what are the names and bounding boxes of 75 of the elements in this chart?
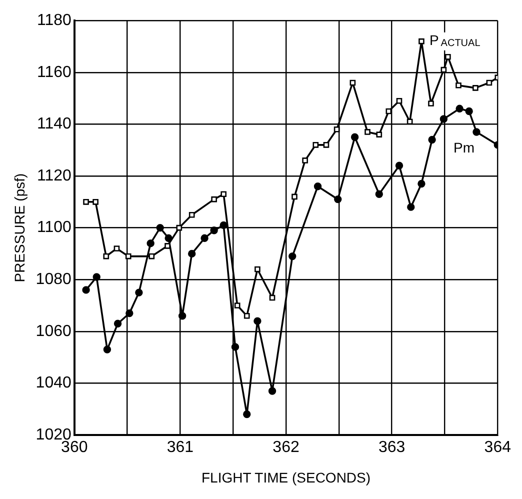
point bbox=[254, 266, 260, 272]
point bbox=[114, 246, 120, 252]
point bbox=[428, 100, 434, 106]
point bbox=[302, 158, 308, 164]
point bbox=[486, 80, 492, 86]
x-tick-label: 362 bbox=[272, 439, 300, 456]
point bbox=[178, 312, 186, 320]
point bbox=[364, 129, 370, 135]
point bbox=[211, 196, 217, 202]
point bbox=[103, 346, 112, 354]
point bbox=[350, 80, 356, 86]
x-tick-label: 361 bbox=[166, 439, 194, 456]
point bbox=[456, 82, 462, 88]
point bbox=[254, 317, 262, 325]
point bbox=[472, 128, 480, 136]
point bbox=[125, 253, 132, 260]
point bbox=[418, 38, 424, 44]
point bbox=[314, 182, 322, 190]
point bbox=[103, 253, 110, 260]
point bbox=[146, 239, 154, 248]
y-tick-label: 1140 bbox=[36, 116, 72, 133]
point bbox=[269, 294, 276, 301]
x-axis-title: FLIGHT TIME (SECONDS) bbox=[201, 469, 371, 486]
point bbox=[456, 104, 464, 113]
y-tick-label: 1040 bbox=[36, 374, 72, 392]
point bbox=[334, 126, 340, 132]
point bbox=[114, 320, 122, 328]
point bbox=[176, 224, 182, 231]
point bbox=[188, 212, 195, 218]
point bbox=[445, 54, 451, 60]
point bbox=[288, 252, 296, 260]
point bbox=[440, 115, 448, 123]
point bbox=[83, 198, 89, 205]
point bbox=[350, 133, 359, 141]
point bbox=[234, 302, 240, 308]
x-tick-label: 364 bbox=[484, 439, 512, 456]
point bbox=[148, 253, 155, 260]
point bbox=[243, 410, 251, 418]
point bbox=[334, 195, 342, 204]
point bbox=[396, 98, 402, 104]
point bbox=[244, 312, 250, 319]
point bbox=[428, 136, 436, 144]
point bbox=[188, 250, 196, 258]
point bbox=[465, 107, 473, 116]
y-tick-label: 1100 bbox=[36, 219, 72, 236]
y-tick-label: 1120 bbox=[36, 167, 72, 184]
point bbox=[164, 243, 170, 249]
y-tick-label: 1080 bbox=[36, 271, 72, 288]
point bbox=[220, 221, 228, 230]
y-axis-title: PRESSURE (psf) bbox=[11, 173, 28, 282]
point bbox=[210, 226, 218, 234]
point bbox=[472, 85, 478, 91]
point bbox=[231, 343, 240, 351]
point bbox=[220, 191, 227, 198]
series-label: Pm bbox=[454, 140, 475, 156]
point bbox=[407, 203, 415, 211]
point bbox=[292, 194, 298, 200]
point bbox=[418, 180, 426, 188]
point bbox=[92, 198, 98, 205]
y-tick-label: 1160 bbox=[36, 64, 72, 81]
point bbox=[312, 142, 319, 148]
point bbox=[200, 234, 208, 242]
point bbox=[126, 309, 134, 318]
point bbox=[395, 162, 404, 170]
y-tick-label: 1060 bbox=[36, 322, 72, 340]
point bbox=[376, 132, 382, 138]
point bbox=[92, 273, 100, 281]
point bbox=[375, 190, 383, 198]
point bbox=[156, 224, 164, 232]
point bbox=[82, 286, 90, 294]
point bbox=[323, 142, 330, 148]
point bbox=[268, 387, 276, 395]
x-tick-label: 363 bbox=[378, 439, 406, 456]
point bbox=[135, 288, 143, 296]
y-tick-label: 1180 bbox=[36, 12, 72, 30]
